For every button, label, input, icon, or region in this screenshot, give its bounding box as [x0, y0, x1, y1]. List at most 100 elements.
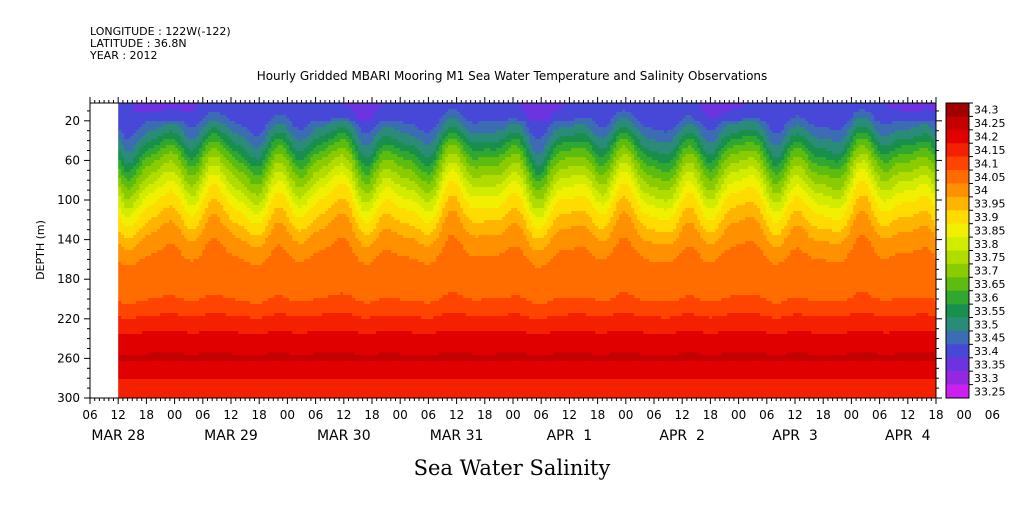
field-cell [178, 178, 181, 181]
field-cell [118, 193, 121, 196]
field-cell [208, 220, 211, 223]
field-cell [208, 205, 211, 208]
field-cell [133, 382, 136, 385]
field-cell [184, 379, 187, 382]
field-cell [259, 307, 262, 310]
field-cell [199, 199, 202, 202]
field-cell [175, 121, 178, 124]
field-cell [163, 235, 166, 238]
field-cell [241, 124, 244, 127]
field-cell [124, 166, 127, 169]
field-cell [142, 223, 145, 226]
field-cell [202, 124, 205, 127]
field-cell [184, 274, 187, 277]
field-cell [121, 295, 124, 298]
field-cell [184, 139, 187, 142]
field-cell [232, 139, 235, 142]
field-cell [154, 187, 157, 190]
field-cell [157, 319, 160, 322]
field-cell [220, 103, 223, 106]
field-cell [241, 121, 244, 124]
field-cell [214, 349, 217, 352]
field-cell [175, 127, 178, 130]
field-cell [262, 121, 265, 124]
field-cell [259, 355, 262, 358]
field-cell [124, 205, 127, 208]
field-cell [136, 394, 139, 397]
field-cell [220, 202, 223, 205]
field-cell [139, 190, 142, 193]
field-cell [184, 319, 187, 322]
field-cell [232, 196, 235, 199]
field-cell [172, 199, 175, 202]
field-cell [139, 283, 142, 286]
field-cell [208, 139, 211, 142]
field-cell [256, 292, 259, 295]
field-cell [235, 106, 238, 109]
field-cell [205, 268, 208, 271]
field-cell [178, 226, 181, 229]
field-cell [160, 115, 163, 118]
field-cell [265, 298, 268, 301]
field-cell [130, 169, 133, 172]
field-cell [235, 325, 238, 328]
field-cell [163, 208, 166, 211]
field-cell [160, 385, 163, 388]
field-cell [190, 160, 193, 163]
field-cell [169, 364, 172, 367]
field-cell [133, 178, 136, 181]
field-cell [250, 262, 253, 265]
field-cell [148, 151, 151, 154]
field-cell [157, 355, 160, 358]
field-cell [163, 172, 166, 175]
field-cell [172, 181, 175, 184]
field-cell [226, 337, 229, 340]
field-cell [211, 394, 214, 397]
field-cell [244, 106, 247, 109]
field-cell [184, 385, 187, 388]
field-cell [229, 298, 232, 301]
field-cell [223, 220, 226, 223]
field-cell [190, 337, 193, 340]
field-cell [148, 295, 151, 298]
field-cell [181, 145, 184, 148]
field-cell [262, 295, 265, 298]
field-cell [247, 145, 250, 148]
field-cell [187, 178, 190, 181]
field-cell [199, 187, 202, 190]
field-cell [163, 130, 166, 133]
field-cell [199, 235, 202, 238]
field-cell [178, 394, 181, 397]
field-cell [166, 388, 169, 391]
field-cell [265, 142, 268, 145]
field-cell [148, 271, 151, 274]
field-cell [247, 142, 250, 145]
field-cell [142, 199, 145, 202]
field-cell [247, 217, 250, 220]
field-cell [202, 388, 205, 391]
field-cell [268, 142, 271, 145]
field-cell [172, 289, 175, 292]
field-cell [217, 319, 220, 322]
field-cell [220, 121, 223, 124]
field-cell [130, 115, 133, 118]
field-cell [265, 160, 268, 163]
field-cell [202, 118, 205, 121]
field-cell [163, 259, 166, 262]
field-cell [133, 118, 136, 121]
field-cell [118, 127, 121, 130]
field-cell [244, 334, 247, 337]
field-cell [130, 250, 133, 253]
field-cell [160, 196, 163, 199]
field-cell [151, 250, 154, 253]
field-cell [256, 394, 259, 397]
field-cell [187, 154, 190, 157]
field-cell [160, 172, 163, 175]
field-cell [160, 250, 163, 253]
field-cell [223, 142, 226, 145]
field-cell [256, 214, 259, 217]
field-cell [154, 295, 157, 298]
field-cell [136, 298, 139, 301]
field-cell [157, 259, 160, 262]
field-cell [268, 103, 271, 106]
